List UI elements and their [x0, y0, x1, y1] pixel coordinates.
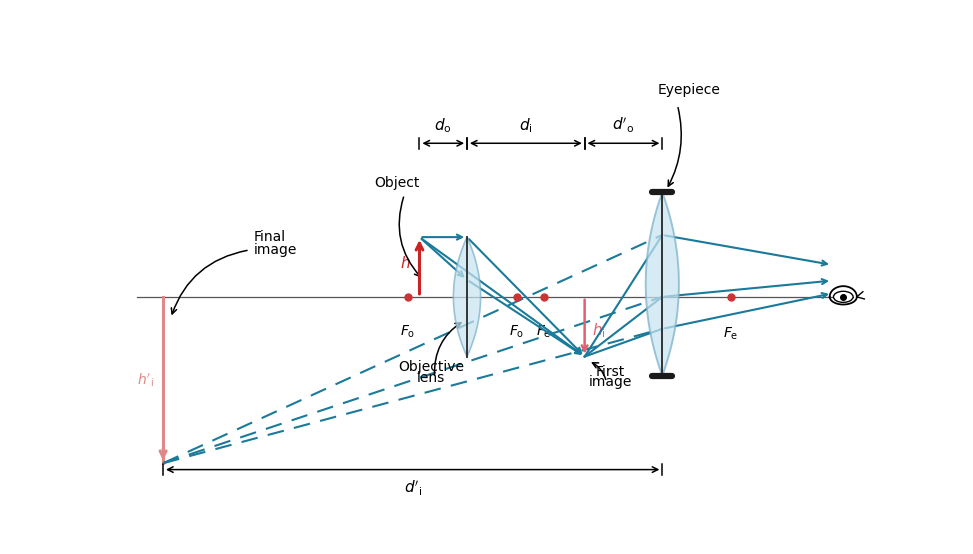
Text: $h'_{\rm i}$: $h'_{\rm i}$	[137, 371, 154, 389]
Text: image: image	[254, 243, 297, 257]
Text: $F_{\rm e}$: $F_{\rm e}$	[723, 326, 739, 342]
Text: Object: Object	[375, 176, 419, 190]
Polygon shape	[646, 192, 679, 376]
Text: $h_{\rm i}$: $h_{\rm i}$	[593, 322, 606, 340]
Text: Eyepiece: Eyepiece	[657, 83, 720, 97]
Text: Objective: Objective	[398, 361, 464, 375]
Text: $F_{\rm o}$: $F_{\rm o}$	[509, 324, 524, 340]
Text: Final: Final	[254, 230, 286, 244]
Text: image: image	[589, 376, 631, 389]
Text: $F_{\rm o}$: $F_{\rm o}$	[401, 324, 415, 340]
Text: $d'_{\rm i}$: $d'_{\rm i}$	[404, 479, 422, 498]
Text: First: First	[595, 365, 625, 379]
Text: $d_{\rm i}$: $d_{\rm i}$	[519, 116, 532, 135]
Circle shape	[834, 291, 853, 302]
Text: $d'_{\rm o}$: $d'_{\rm o}$	[612, 115, 634, 135]
Text: $F_{\rm e}$: $F_{\rm e}$	[536, 324, 552, 340]
Text: $h$: $h$	[400, 255, 411, 271]
Text: lens: lens	[416, 371, 445, 385]
Polygon shape	[453, 237, 481, 357]
Text: $d_{\rm o}$: $d_{\rm o}$	[434, 116, 452, 135]
